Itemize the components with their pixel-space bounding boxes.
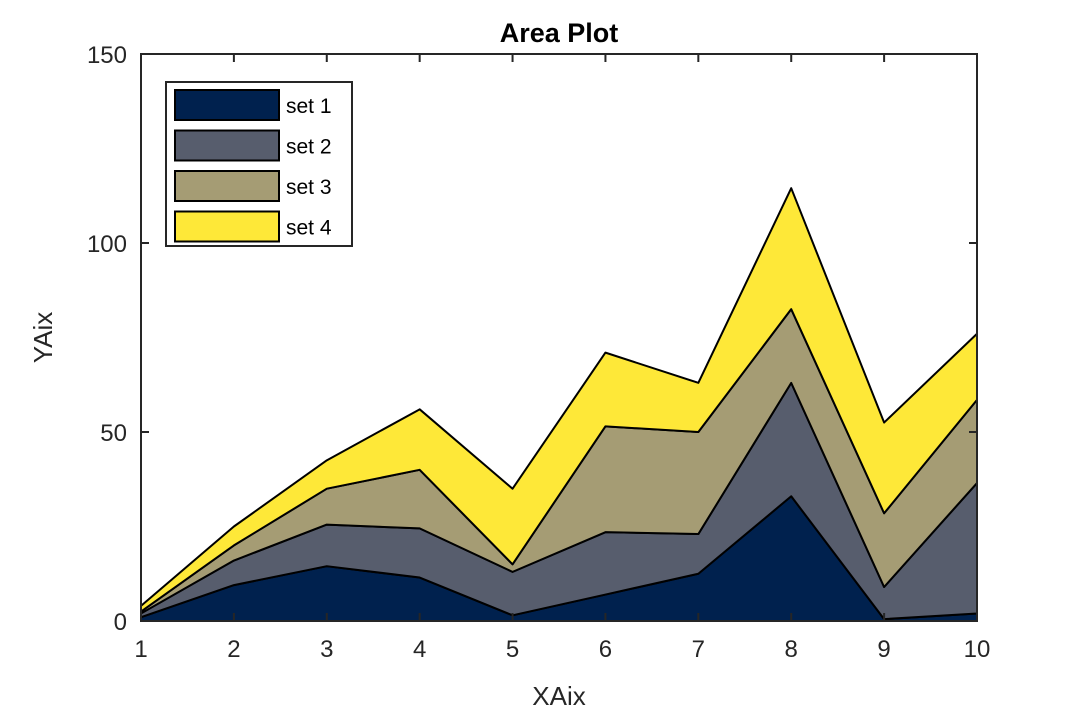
x-tick-label: 7: [692, 636, 705, 663]
x-tick-label: 9: [877, 636, 890, 663]
legend-label: set 3: [286, 176, 332, 199]
x-tick-label: 6: [599, 636, 612, 663]
y-tick-label: 100: [87, 231, 127, 258]
y-tick-label: 0: [114, 609, 127, 636]
x-tick-label: 8: [785, 636, 798, 663]
y-tick-label: 150: [87, 42, 127, 69]
legend-swatch: [174, 129, 280, 162]
legend-label: set 1: [286, 95, 332, 118]
y-axis-label: YAix: [28, 312, 58, 364]
legend-label: set 4: [286, 217, 332, 240]
x-tick-label: 3: [320, 636, 333, 663]
x-tick-label: 1: [134, 636, 147, 663]
area-series-group: [140, 187, 978, 622]
legend-swatch: [174, 170, 280, 202]
x-tick-label: 4: [413, 636, 426, 663]
x-tick-label: 10: [964, 636, 991, 663]
x-tick-label: 5: [506, 636, 519, 663]
x-axis-label: XAix: [532, 681, 585, 711]
legend-swatch: [174, 89, 280, 121]
legend-swatch: [174, 210, 280, 243]
chart-title: Area Plot: [500, 18, 619, 48]
legend-label: set 2: [286, 136, 332, 159]
axes-box: [140, 53, 978, 622]
legend: set 1 set 2 set 3 set 4: [165, 81, 353, 247]
x-tick-label: 2: [227, 636, 240, 663]
y-tick-label: 50: [100, 420, 127, 447]
